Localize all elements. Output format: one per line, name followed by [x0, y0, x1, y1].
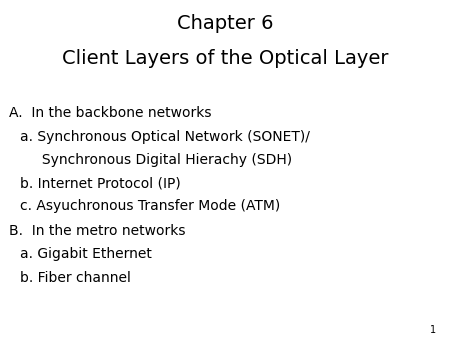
Text: c. Asyuchronous Transfer Mode (ATM): c. Asyuchronous Transfer Mode (ATM) — [20, 199, 280, 213]
Text: a. Synchronous Optical Network (SONET)/: a. Synchronous Optical Network (SONET)/ — [20, 130, 310, 144]
Text: b. Internet Protocol (IP): b. Internet Protocol (IP) — [20, 176, 181, 190]
Text: Client Layers of the Optical Layer: Client Layers of the Optical Layer — [62, 49, 388, 68]
Text: b. Fiber channel: b. Fiber channel — [20, 271, 131, 285]
Text: Synchronous Digital Hierachy (SDH): Synchronous Digital Hierachy (SDH) — [20, 153, 292, 167]
Text: 1: 1 — [430, 324, 436, 335]
Text: Chapter 6: Chapter 6 — [177, 14, 273, 32]
Text: A.  In the backbone networks: A. In the backbone networks — [9, 106, 211, 120]
Text: a. Gigabit Ethernet: a. Gigabit Ethernet — [20, 247, 152, 261]
Text: B.  In the metro networks: B. In the metro networks — [9, 224, 185, 238]
